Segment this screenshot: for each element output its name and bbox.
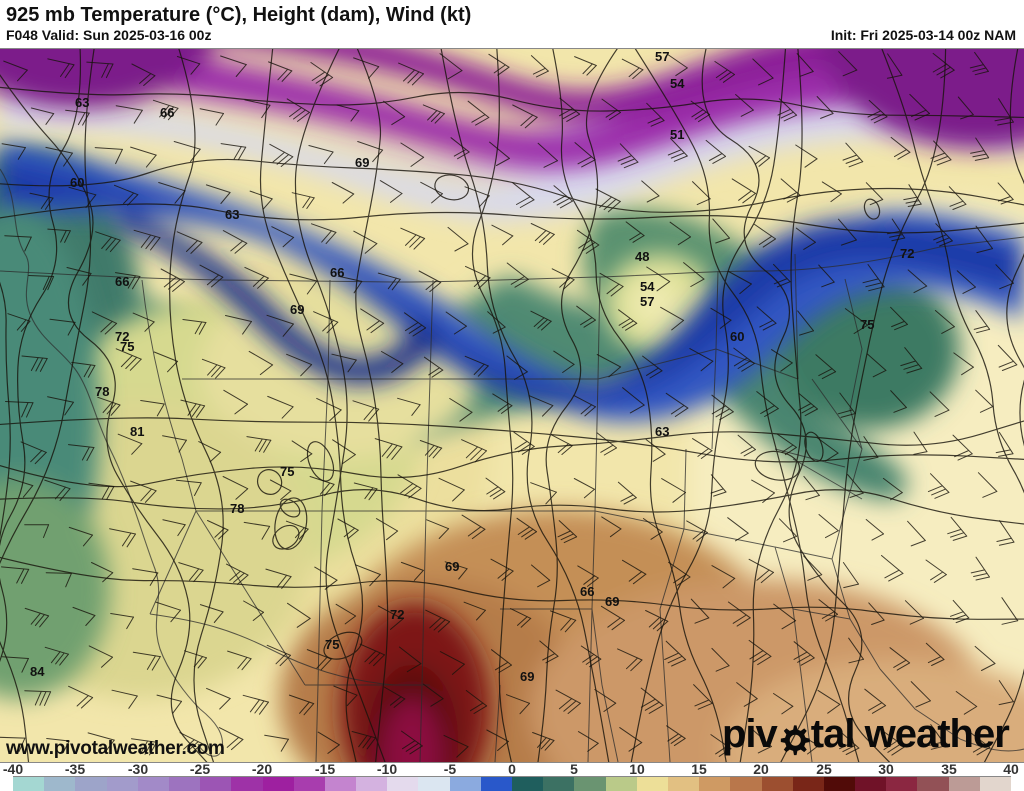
svg-text:78: 78: [230, 501, 244, 516]
svg-text:78: 78: [95, 384, 109, 399]
svg-text:63: 63: [225, 207, 239, 222]
svg-text:75: 75: [280, 464, 294, 479]
svg-text:60: 60: [730, 329, 744, 344]
svg-text:69: 69: [355, 155, 369, 170]
svg-text:54: 54: [670, 76, 685, 91]
svg-text:72: 72: [900, 246, 914, 261]
svg-text:81: 81: [130, 424, 144, 439]
svg-text:63: 63: [75, 95, 89, 110]
svg-text:63: 63: [655, 424, 669, 439]
svg-text:66: 66: [330, 265, 344, 280]
svg-text:69: 69: [520, 669, 534, 684]
svg-text:69: 69: [445, 559, 459, 574]
svg-text:66: 66: [115, 274, 129, 289]
svg-text:69: 69: [290, 302, 304, 317]
svg-text:69: 69: [605, 594, 619, 609]
svg-text:54: 54: [640, 279, 655, 294]
svg-text:57: 57: [655, 49, 669, 64]
svg-text:48: 48: [635, 249, 649, 264]
svg-text:57: 57: [640, 294, 654, 309]
svg-text:84: 84: [30, 664, 45, 679]
svg-text:75: 75: [325, 637, 339, 652]
